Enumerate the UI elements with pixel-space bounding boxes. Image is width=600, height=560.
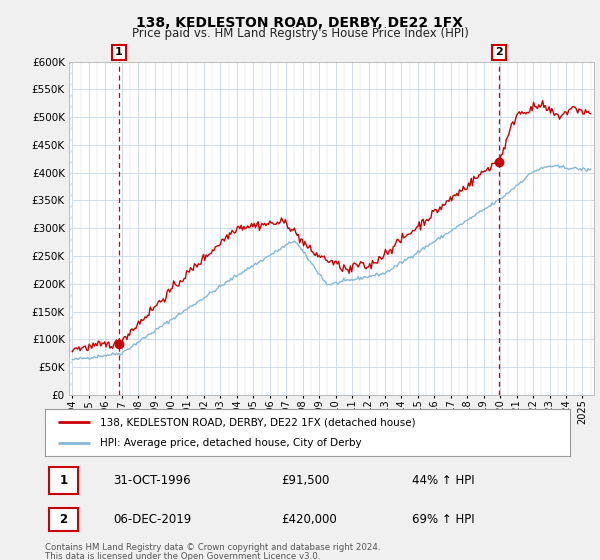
Text: £420,000: £420,000	[281, 513, 337, 526]
Text: 2: 2	[59, 513, 68, 526]
FancyBboxPatch shape	[49, 508, 78, 531]
Text: Contains HM Land Registry data © Crown copyright and database right 2024.: Contains HM Land Registry data © Crown c…	[45, 543, 380, 552]
Text: £91,500: £91,500	[281, 474, 329, 487]
Text: 2: 2	[495, 48, 503, 58]
Text: 69% ↑ HPI: 69% ↑ HPI	[413, 513, 475, 526]
Text: 06-DEC-2019: 06-DEC-2019	[113, 513, 191, 526]
Text: Price paid vs. HM Land Registry's House Price Index (HPI): Price paid vs. HM Land Registry's House …	[131, 27, 469, 40]
Text: 1: 1	[115, 48, 123, 58]
Text: This data is licensed under the Open Government Licence v3.0.: This data is licensed under the Open Gov…	[45, 552, 320, 560]
Text: 138, KEDLESTON ROAD, DERBY, DE22 1FX (detached house): 138, KEDLESTON ROAD, DERBY, DE22 1FX (de…	[100, 417, 416, 427]
Text: 138, KEDLESTON ROAD, DERBY, DE22 1FX: 138, KEDLESTON ROAD, DERBY, DE22 1FX	[137, 16, 464, 30]
FancyBboxPatch shape	[49, 467, 78, 494]
Text: HPI: Average price, detached house, City of Derby: HPI: Average price, detached house, City…	[100, 438, 362, 448]
Text: 1: 1	[59, 474, 68, 487]
Text: 31-OCT-1996: 31-OCT-1996	[113, 474, 191, 487]
Text: 44% ↑ HPI: 44% ↑ HPI	[413, 474, 475, 487]
